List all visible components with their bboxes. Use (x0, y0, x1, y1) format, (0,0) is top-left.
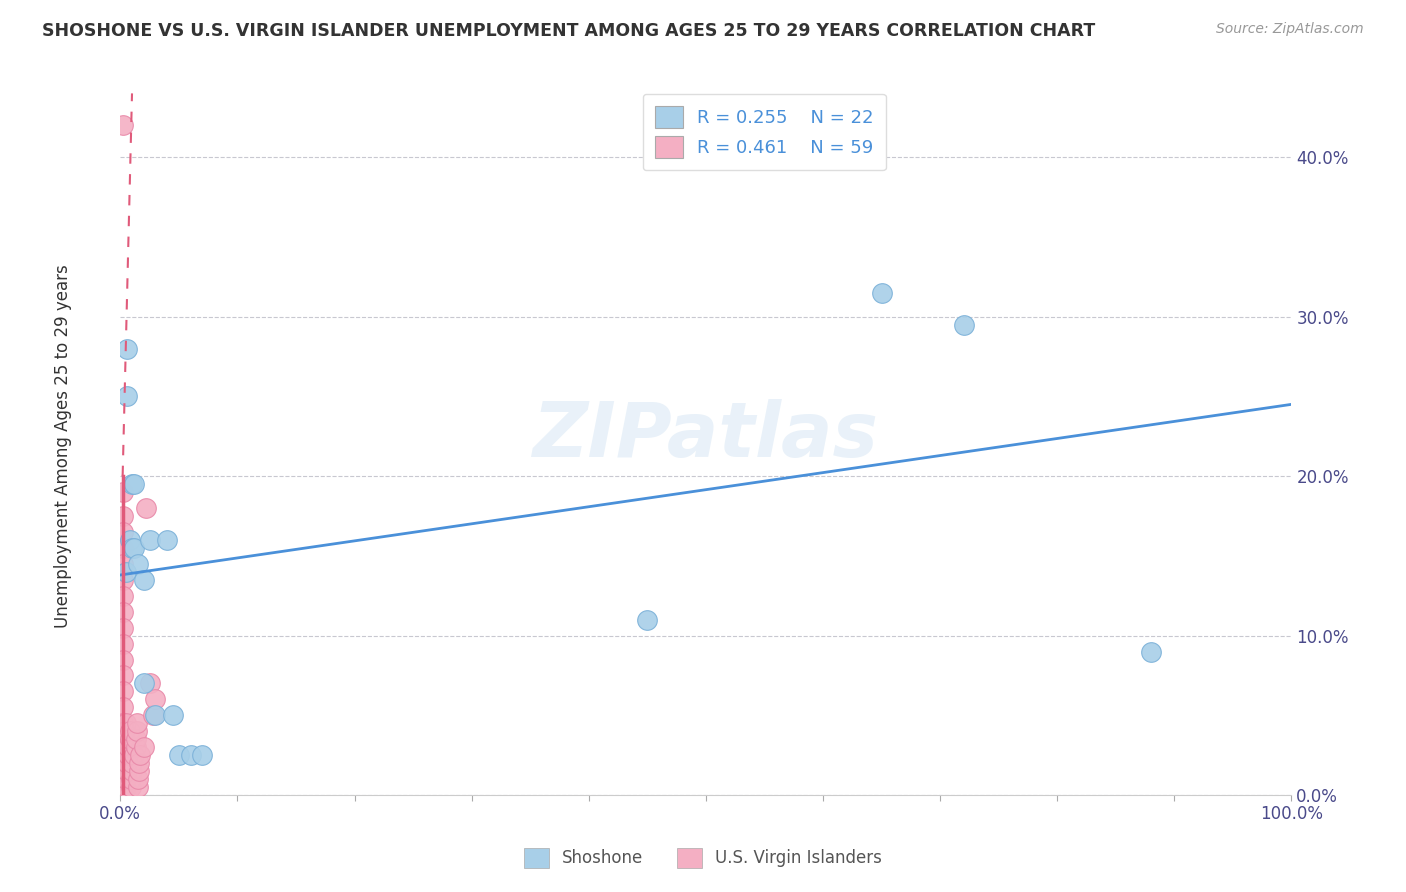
Point (112, 788, 135, 802)
Point (162, 708, 184, 723)
Text: SHOSHONE VS U.S. VIRGIN ISLANDER UNEMPLOYMENT AMONG AGES 25 TO 29 YEARS CORRELAT: SHOSHONE VS U.S. VIRGIN ISLANDER UNEMPLO… (42, 22, 1095, 40)
Point (145, 708, 167, 723)
Point (111, 684, 134, 698)
Point (111, 605, 134, 619)
Point (115, 772, 138, 786)
Point (117, 748, 139, 763)
Point (111, 557, 134, 571)
Point (132, 740, 155, 755)
Point (118, 533, 141, 547)
Point (135, 501, 157, 516)
Point (128, 764, 150, 779)
Point (156, 533, 179, 547)
Point (115, 788, 138, 802)
Point (124, 732, 146, 747)
Point (142, 708, 165, 723)
Point (111, 764, 134, 779)
Point (111, 636, 134, 650)
Point (111, 621, 134, 635)
Point (124, 477, 146, 491)
Point (121, 477, 143, 491)
Point (952, 318, 974, 332)
Point (111, 788, 134, 802)
Point (111, 573, 134, 587)
Point (127, 772, 149, 786)
Point (125, 716, 148, 731)
Point (115, 780, 138, 794)
Point (111, 748, 134, 763)
Point (117, 342, 139, 356)
Point (167, 748, 190, 763)
Point (111, 589, 134, 603)
Point (114, 740, 136, 755)
Point (120, 780, 142, 794)
Point (111, 524, 134, 539)
Point (118, 724, 141, 739)
Point (129, 748, 152, 763)
Point (111, 732, 134, 747)
Point (111, 716, 134, 731)
Point (117, 764, 139, 779)
Point (115, 565, 138, 579)
Point (111, 118, 134, 132)
Point (1140, 644, 1163, 658)
Point (111, 652, 134, 666)
Point (118, 732, 141, 747)
Point (112, 756, 135, 771)
Point (111, 541, 134, 555)
Point (111, 668, 134, 682)
Point (117, 756, 139, 771)
Point (191, 748, 214, 763)
Point (180, 748, 202, 763)
Point (114, 732, 136, 747)
Point (636, 613, 658, 627)
Legend: R = 0.255    N = 22, R = 0.461    N = 59: R = 0.255 N = 22, R = 0.461 N = 59 (643, 94, 886, 170)
Point (117, 389, 139, 403)
Point (121, 756, 143, 771)
Point (115, 716, 138, 731)
Text: ZIPatlas: ZIPatlas (533, 400, 879, 474)
Legend: Shoshone, U.S. Virgin Islanders: Shoshone, U.S. Virgin Islanders (517, 841, 889, 875)
Point (138, 533, 160, 547)
Point (128, 756, 150, 771)
Point (132, 573, 155, 587)
Point (121, 541, 143, 555)
Point (124, 541, 146, 555)
Point (127, 557, 149, 571)
Point (124, 740, 146, 755)
Point (121, 764, 143, 779)
Point (127, 780, 149, 794)
Point (111, 780, 134, 794)
Text: Unemployment Among Ages 25 to 29 years: Unemployment Among Ages 25 to 29 years (55, 264, 72, 628)
Point (112, 764, 135, 779)
Point (112, 780, 135, 794)
Point (111, 485, 134, 500)
Point (111, 508, 134, 523)
Point (120, 772, 142, 786)
Point (112, 772, 135, 786)
Point (138, 676, 160, 690)
Point (125, 724, 148, 739)
Point (114, 724, 136, 739)
Point (111, 700, 134, 714)
Point (145, 692, 167, 706)
Point (117, 740, 139, 755)
Text: Source: ZipAtlas.com: Source: ZipAtlas.com (1216, 22, 1364, 37)
Point (870, 285, 893, 300)
Point (112, 748, 135, 763)
Point (132, 676, 155, 690)
Point (124, 748, 146, 763)
